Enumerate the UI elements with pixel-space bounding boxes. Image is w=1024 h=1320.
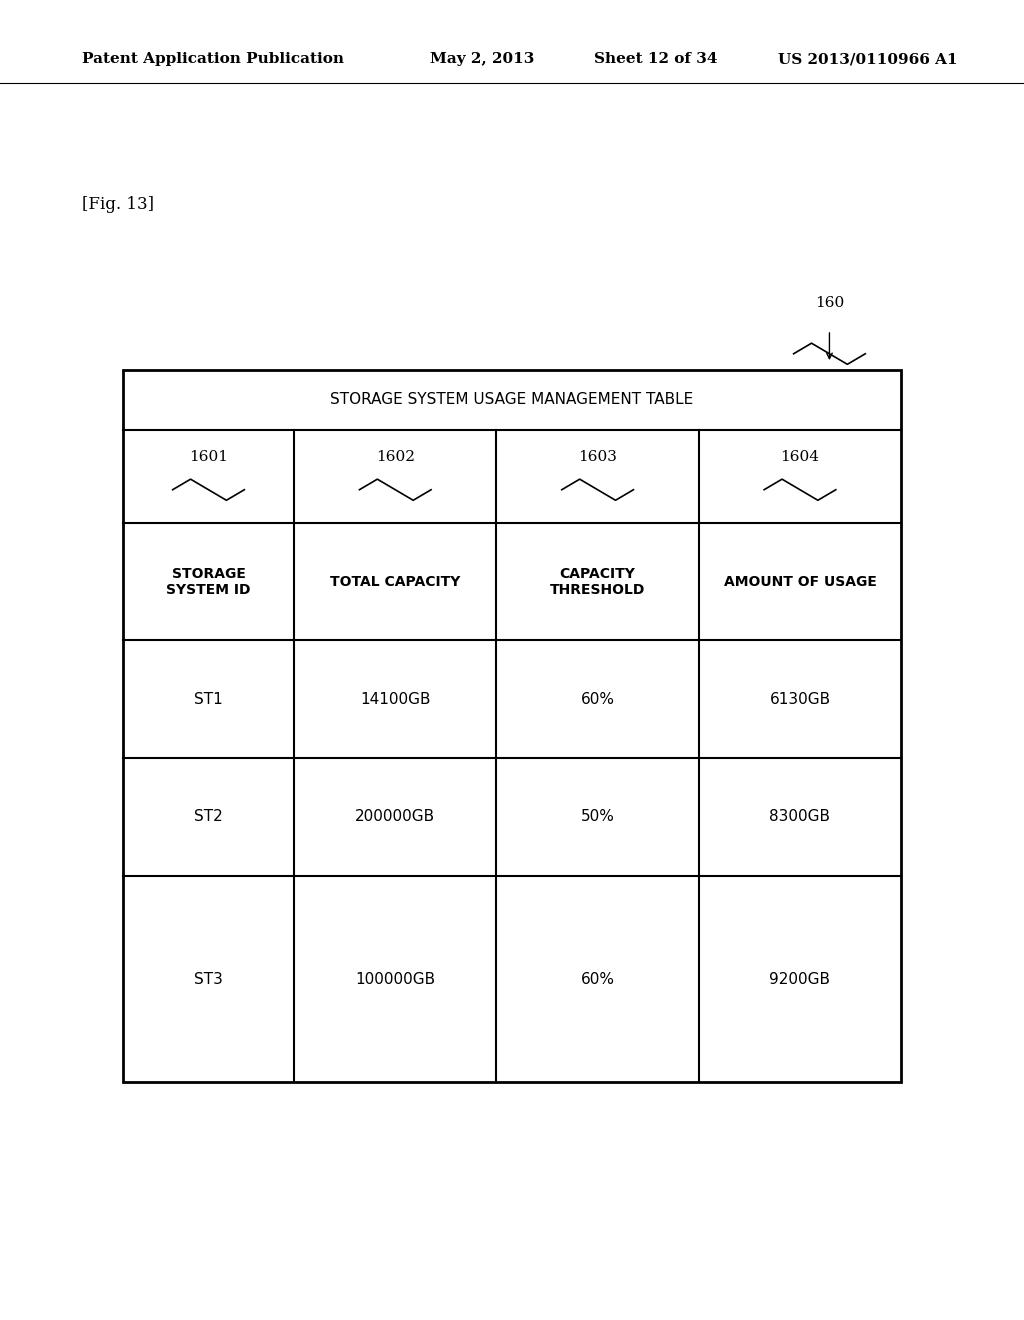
Text: ST1: ST1	[195, 692, 223, 706]
Text: TOTAL CAPACITY: TOTAL CAPACITY	[330, 574, 461, 589]
Text: 6130GB: 6130GB	[769, 692, 830, 706]
Text: 60%: 60%	[581, 692, 614, 706]
Text: 1601: 1601	[189, 450, 228, 463]
Text: 14100GB: 14100GB	[360, 692, 430, 706]
Text: STORAGE SYSTEM USAGE MANAGEMENT TABLE: STORAGE SYSTEM USAGE MANAGEMENT TABLE	[331, 392, 693, 408]
Text: ST3: ST3	[195, 972, 223, 986]
Text: 50%: 50%	[581, 809, 614, 825]
Text: CAPACITY
THRESHOLD: CAPACITY THRESHOLD	[550, 566, 645, 597]
Text: 8300GB: 8300GB	[769, 809, 830, 825]
Text: 60%: 60%	[581, 972, 614, 986]
Text: 1603: 1603	[579, 450, 617, 463]
Text: Sheet 12 of 34: Sheet 12 of 34	[594, 53, 718, 66]
Text: 100000GB: 100000GB	[355, 972, 435, 986]
FancyBboxPatch shape	[123, 370, 901, 1082]
Text: US 2013/0110966 A1: US 2013/0110966 A1	[778, 53, 957, 66]
Text: 9200GB: 9200GB	[769, 972, 830, 986]
Text: [Fig. 13]: [Fig. 13]	[82, 197, 154, 213]
Text: AMOUNT OF USAGE: AMOUNT OF USAGE	[724, 574, 877, 589]
Text: May 2, 2013: May 2, 2013	[430, 53, 535, 66]
Text: 1602: 1602	[376, 450, 415, 463]
Text: Patent Application Publication: Patent Application Publication	[82, 53, 344, 66]
Text: 1604: 1604	[780, 450, 819, 463]
Text: 160: 160	[815, 296, 844, 310]
Text: STORAGE
SYSTEM ID: STORAGE SYSTEM ID	[166, 566, 251, 597]
Text: ST2: ST2	[195, 809, 223, 825]
Text: 200000GB: 200000GB	[355, 809, 435, 825]
